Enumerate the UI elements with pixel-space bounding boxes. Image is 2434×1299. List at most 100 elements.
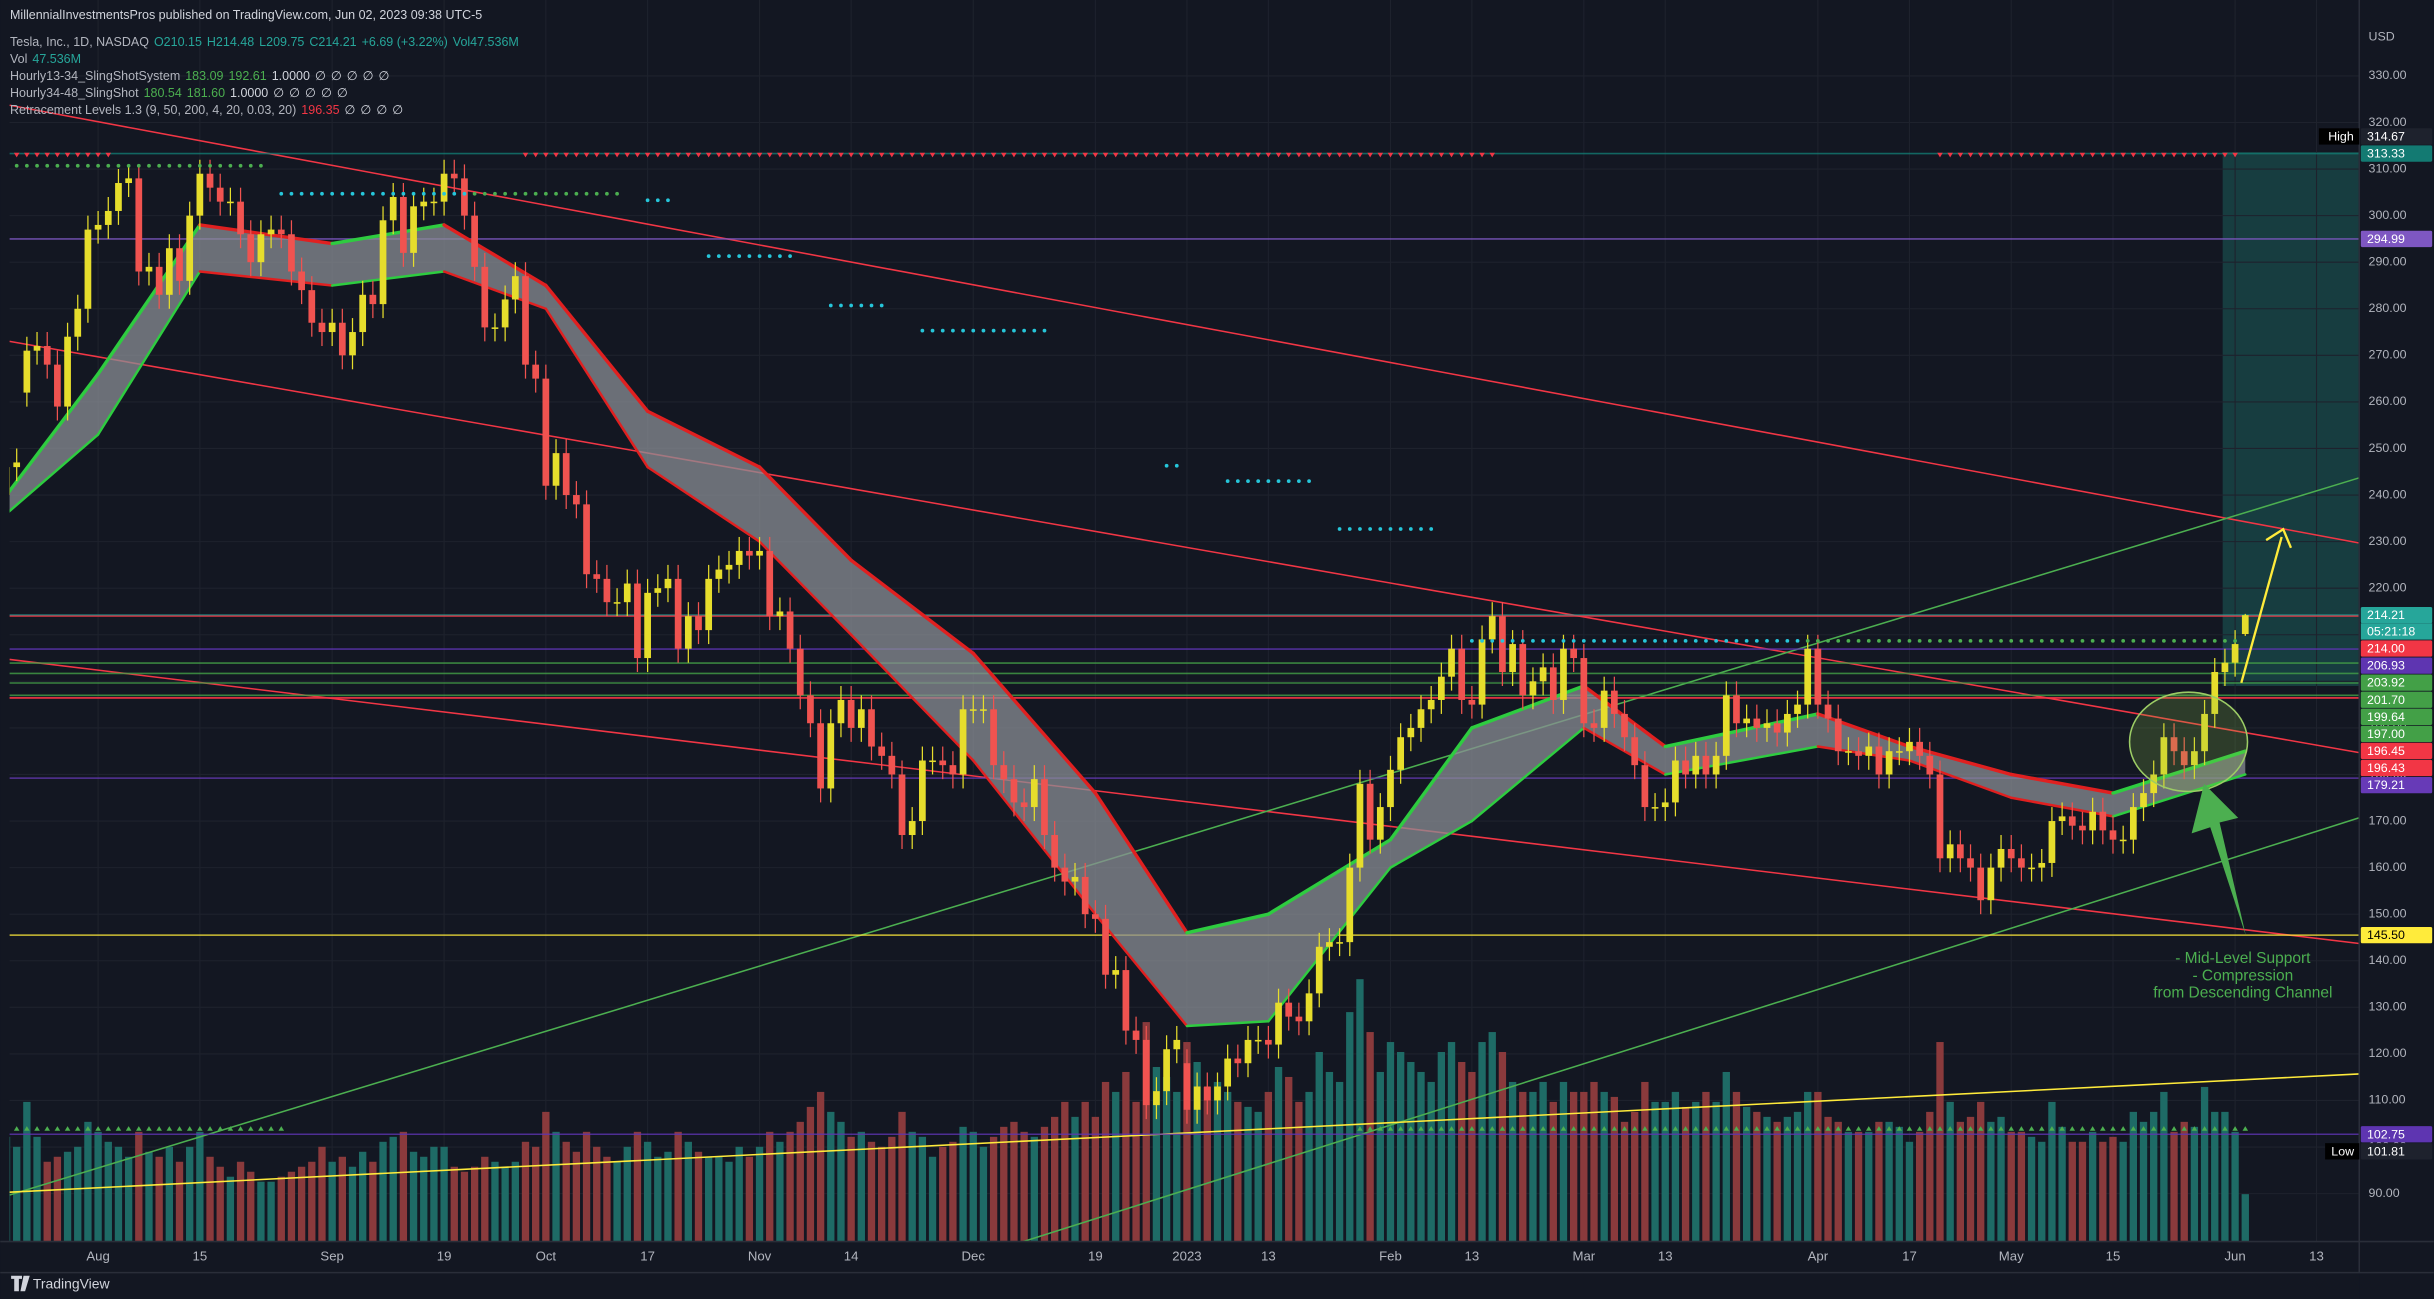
volume-bar xyxy=(1396,1052,1405,1242)
y-tick-label: 150.00 xyxy=(2369,906,2407,920)
marker-dot xyxy=(951,328,955,333)
marker-triangle xyxy=(817,152,824,158)
marker-dot xyxy=(1958,638,1963,643)
volume-bar xyxy=(236,1161,245,1242)
volume-bar xyxy=(1346,1012,1354,1242)
volume-bar xyxy=(562,1141,570,1242)
x-tick-label: 15 xyxy=(193,1249,208,1264)
marker-triangle xyxy=(186,1126,193,1131)
marker-triangle xyxy=(1998,1126,2004,1131)
marker-dot xyxy=(1012,328,1016,333)
marker-triangle xyxy=(2140,1126,2147,1131)
candle-body xyxy=(1804,648,1812,705)
marker-triangle xyxy=(54,152,61,158)
volume-bar xyxy=(1519,1091,1527,1242)
marker-dot xyxy=(86,163,90,168)
candle-body xyxy=(552,453,560,486)
volume-bar xyxy=(1946,1101,1954,1242)
marker-triangle xyxy=(1214,152,1221,158)
marker-triangle xyxy=(634,152,641,158)
volume-bar xyxy=(2038,1141,2046,1242)
marker-dot xyxy=(2182,638,2187,643)
candle-body xyxy=(1885,751,1893,775)
marker-dot xyxy=(14,163,19,168)
trendline xyxy=(9,477,2360,1196)
volume-bar xyxy=(1956,1121,1965,1242)
candle-body xyxy=(573,495,580,505)
marker-dot xyxy=(839,303,843,308)
volume-bar xyxy=(1417,1071,1425,1242)
marker-triangle xyxy=(2130,152,2137,158)
x-tick-label: Mar xyxy=(1572,1249,1595,1264)
marker-triangle xyxy=(848,152,854,158)
volume-bar xyxy=(1101,1081,1110,1242)
marker-triangle xyxy=(685,152,692,158)
volume-bar xyxy=(1732,1091,1741,1242)
marker-triangle xyxy=(2079,152,2086,158)
candle-body xyxy=(2089,811,2096,831)
candle-body xyxy=(1183,1063,1191,1110)
marker-triangle xyxy=(2130,1126,2137,1131)
marker-dot xyxy=(1938,638,1942,643)
volume-bar xyxy=(348,1166,357,1242)
ribbon-line xyxy=(330,223,446,246)
marker-dot xyxy=(1561,638,1566,643)
candle-body xyxy=(430,201,438,204)
marker-dot xyxy=(197,163,202,168)
marker-dot xyxy=(940,328,945,333)
annotation: - Mid-Level Support xyxy=(2175,950,2311,967)
marker-triangle xyxy=(1285,152,1292,158)
marker-triangle xyxy=(1489,1126,1496,1131)
volume-bar xyxy=(2241,1194,2249,1242)
volume-bar xyxy=(1610,1096,1619,1242)
marker-triangle xyxy=(2222,152,2228,158)
marker-triangle xyxy=(1509,1126,1516,1131)
volume-bar xyxy=(1875,1121,1883,1242)
volume-bar xyxy=(1508,1081,1517,1242)
volume-bar xyxy=(1305,1091,1313,1242)
volume-bar xyxy=(786,1131,794,1242)
marker-dot xyxy=(1581,638,1586,643)
marker-dot xyxy=(2233,638,2237,643)
indicator-row: Hourly34-48_SlingShot 180.54 181.60 1.0000 ∅… xyxy=(10,85,353,101)
candle-body xyxy=(1061,867,1069,882)
marker-triangle xyxy=(1835,1126,1842,1131)
marker-triangle xyxy=(1591,1126,1597,1131)
marker-triangle xyxy=(2232,1126,2238,1131)
x-tick-label: 13 xyxy=(2309,1249,2324,1264)
candle-body xyxy=(603,578,611,603)
candle-body xyxy=(695,616,702,631)
marker-dot xyxy=(605,191,609,196)
level-label: 214.21 xyxy=(2367,608,2405,622)
volume-bar xyxy=(63,1151,72,1242)
candle-body xyxy=(735,550,743,565)
marker-dot xyxy=(1408,527,1413,531)
marker-dot xyxy=(1347,527,1352,531)
candle-body xyxy=(837,699,845,724)
level-label-bg xyxy=(2360,725,2433,743)
volume-bar xyxy=(603,1156,611,1242)
candle-body xyxy=(1214,1086,1221,1101)
marker-triangle xyxy=(156,1126,162,1131)
trendline xyxy=(9,658,2360,945)
y-tick-label: 330.00 xyxy=(2369,68,2407,82)
candle-body xyxy=(1855,751,1862,756)
volume-bar xyxy=(735,1146,743,1242)
candle-body xyxy=(634,583,641,659)
volume-bar xyxy=(2119,1141,2127,1242)
marker-dot xyxy=(1042,328,1047,333)
marker-dot xyxy=(543,191,548,196)
candle-body xyxy=(1254,1039,1262,1042)
marker-dot xyxy=(1297,479,1301,483)
volume-bar xyxy=(1580,1091,1588,1242)
ribbon-line xyxy=(1663,745,1820,776)
indicator-value: ∅ xyxy=(392,103,404,117)
marker-triangle xyxy=(1000,152,1007,158)
compression-circle xyxy=(2128,691,2249,793)
volume-bar xyxy=(1325,1071,1334,1242)
marker-triangle xyxy=(74,1126,81,1131)
ribbon-line xyxy=(96,223,202,376)
marker-dot xyxy=(442,191,446,196)
marker-dot xyxy=(2223,638,2227,643)
